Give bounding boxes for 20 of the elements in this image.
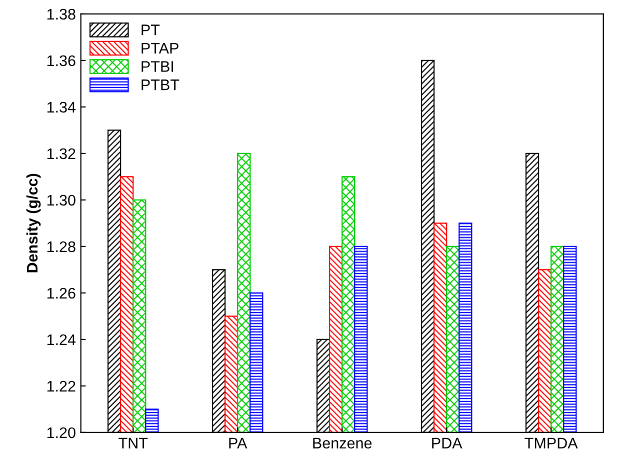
y-tick-label: 1.30 xyxy=(47,194,76,206)
y-tick-label: 1.20 xyxy=(47,427,76,438)
x-tick-label: PDA xyxy=(432,438,462,448)
y-tick-label: 1.36 xyxy=(47,55,76,66)
y-tick-label: 1.38 xyxy=(47,8,76,20)
y-tick-label: 1.34 xyxy=(47,102,76,113)
y-tick-label: 1.28 xyxy=(47,241,76,252)
x-tick-label: PA xyxy=(229,438,248,448)
x-tick-label: Benzene xyxy=(313,438,372,449)
y-tick-label: 1.22 xyxy=(47,380,76,392)
y-tick-label: 1.24 xyxy=(47,334,76,345)
x-tick-label: TMPDA xyxy=(524,438,578,448)
legend-label: PTAP xyxy=(142,42,178,54)
legend-label: PT xyxy=(142,24,160,36)
legend-label: PTBT xyxy=(142,80,180,90)
y-tick-label: 1.32 xyxy=(47,148,76,160)
y-tick-label: 1.26 xyxy=(47,288,76,299)
legend-label: PTBI xyxy=(142,61,173,72)
y-axis-title: Density (g/cc) xyxy=(26,174,41,272)
x-tick-label: TNT xyxy=(118,438,148,448)
